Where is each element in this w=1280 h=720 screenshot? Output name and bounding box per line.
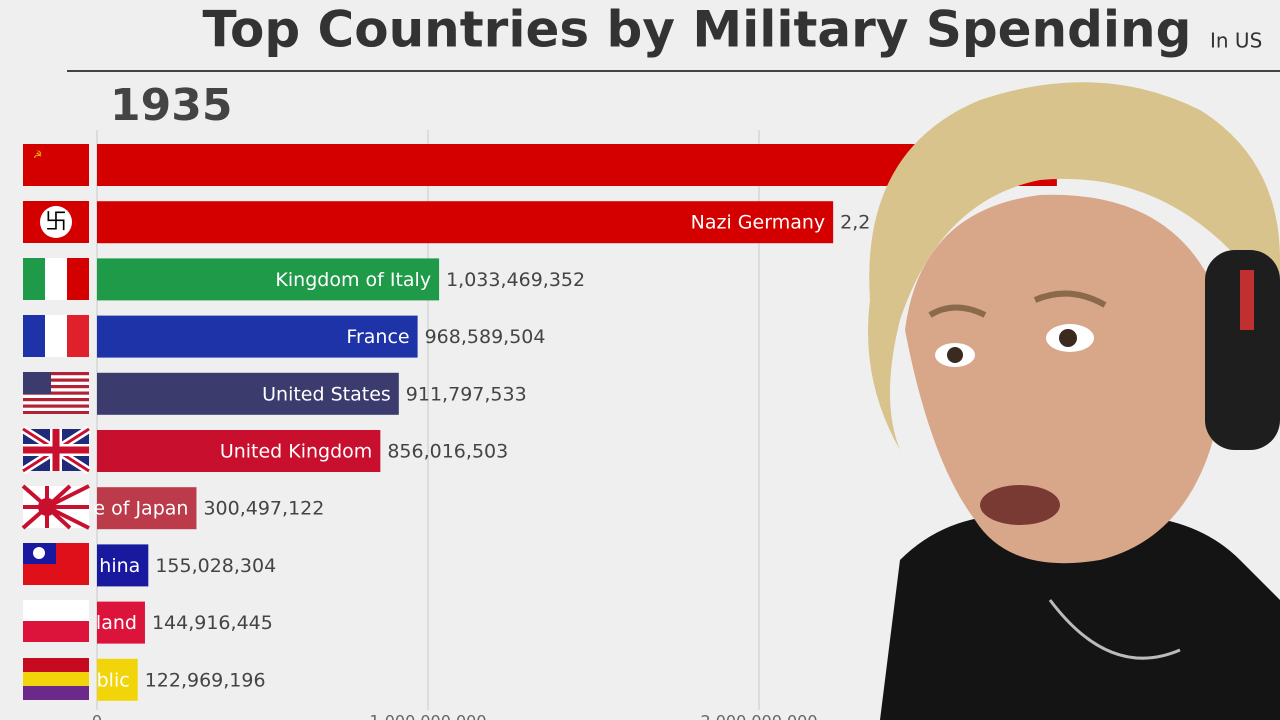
bar-label: e of Japan (93, 498, 188, 520)
flag (33, 547, 45, 559)
x-tick-label: 1,000,000,000 (369, 712, 486, 720)
bar-label: Nazi Germany (691, 212, 825, 234)
flag (45, 258, 67, 300)
chart-subtitle: In US (1210, 29, 1262, 53)
flag (23, 621, 89, 642)
flag (38, 498, 56, 516)
bar (97, 258, 440, 301)
bar-label: Kingdom of Italy (275, 269, 431, 291)
value-label: 300,497,122 (203, 498, 324, 520)
flag (23, 372, 51, 394)
flag (21, 484, 90, 530)
bar (97, 544, 149, 587)
flag-emblem: ☭ (33, 150, 42, 161)
value-label: 122,969,196 (145, 669, 266, 691)
bar-label: blic (97, 669, 130, 691)
bar (97, 144, 1057, 186)
flag (23, 672, 89, 686)
flag (23, 372, 89, 414)
x-tick-label: 0 (92, 712, 102, 720)
flag (67, 258, 89, 300)
value-label: 856,016,503 (387, 441, 508, 463)
flag (23, 429, 89, 471)
chart-title: Top Countries by Military Spending (203, 1, 1192, 59)
bar (97, 658, 138, 701)
flag-emblem: 卐 (45, 210, 67, 235)
value-label: 1,033,469,352 (446, 269, 585, 291)
bar-label: land (96, 612, 137, 634)
bar (97, 315, 418, 358)
bar-label: United States (262, 383, 391, 405)
year-label: 1935 (110, 80, 232, 131)
flag (23, 315, 45, 357)
value-label: 2,2 (840, 212, 870, 234)
x-axis: 0 1,000,000,000 2,000,000,000 (92, 712, 818, 720)
bar (97, 372, 399, 415)
flag (45, 315, 67, 357)
bar (97, 430, 381, 472)
bar-label: France (346, 326, 409, 348)
x-tick-label: 2,000,000,000 (700, 712, 817, 720)
value-label: 144,916,445 (152, 612, 273, 634)
bar (97, 201, 834, 244)
bar-label: hina (99, 555, 140, 577)
flag (67, 315, 89, 357)
flag (23, 658, 89, 672)
flag (23, 600, 89, 621)
flag (23, 144, 89, 186)
value-label: 968,589,504 (425, 326, 546, 348)
bar-label: United Kingdom (220, 441, 373, 463)
flag (23, 258, 45, 300)
bar (97, 487, 197, 530)
flag (23, 686, 89, 700)
value-label: 911,797,533 (406, 383, 527, 405)
bar (97, 601, 145, 644)
flag-emblem (40, 206, 72, 238)
bars: Nazi Germany 2,2 Kingdom of Italy 1,033,469… (93, 144, 1057, 701)
value-label: 155,028,304 (155, 555, 276, 577)
flags: ☭ 卐 (20, 144, 92, 700)
